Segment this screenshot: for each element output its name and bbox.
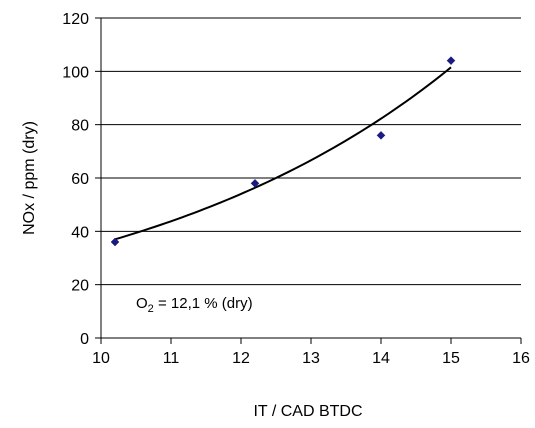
y-tick-marks [95,17,101,339]
y-tick-label: 60 [71,171,89,188]
x-tick-labels: 10 11 12 13 14 15 16 [92,350,530,367]
y-tick-label: 40 [71,224,89,241]
x-tick-label: 12 [232,350,250,367]
grid-lines [101,17,521,286]
y-tick-label: 0 [80,331,89,348]
x-tick-marks [100,338,522,344]
x-tick-label: 16 [512,350,530,367]
data-point [446,56,456,66]
x-tick-label: 10 [92,350,110,367]
o2-annotation-subscript: 2 [148,303,154,315]
trendline [114,66,452,241]
y-tick-label: 120 [62,11,89,28]
y-tick-label: 20 [71,278,89,295]
x-tick-label: 14 [372,350,390,367]
data-point [110,237,120,247]
data-point [376,130,386,140]
o2-annotation-suffix: = 12,1 % (dry) [154,295,253,312]
o2-annotation: O2 = 12,1 % (dry) [136,295,253,315]
data-points [110,56,456,247]
y-axis-label: NOx / ppm (dry) [21,121,38,235]
o2-annotation-prefix: O [136,295,148,312]
y-tick-label: 80 [71,118,89,135]
y-tick-labels: 0 20 40 60 80 100 120 [62,11,89,348]
data-point [250,178,260,188]
y-tick-label: 100 [62,64,89,81]
x-tick-label: 15 [442,350,460,367]
x-tick-label: 11 [163,350,180,367]
x-axis-label: IT / CAD BTDC [253,403,362,420]
x-tick-label: 13 [302,350,320,367]
trendline-group [114,66,452,241]
